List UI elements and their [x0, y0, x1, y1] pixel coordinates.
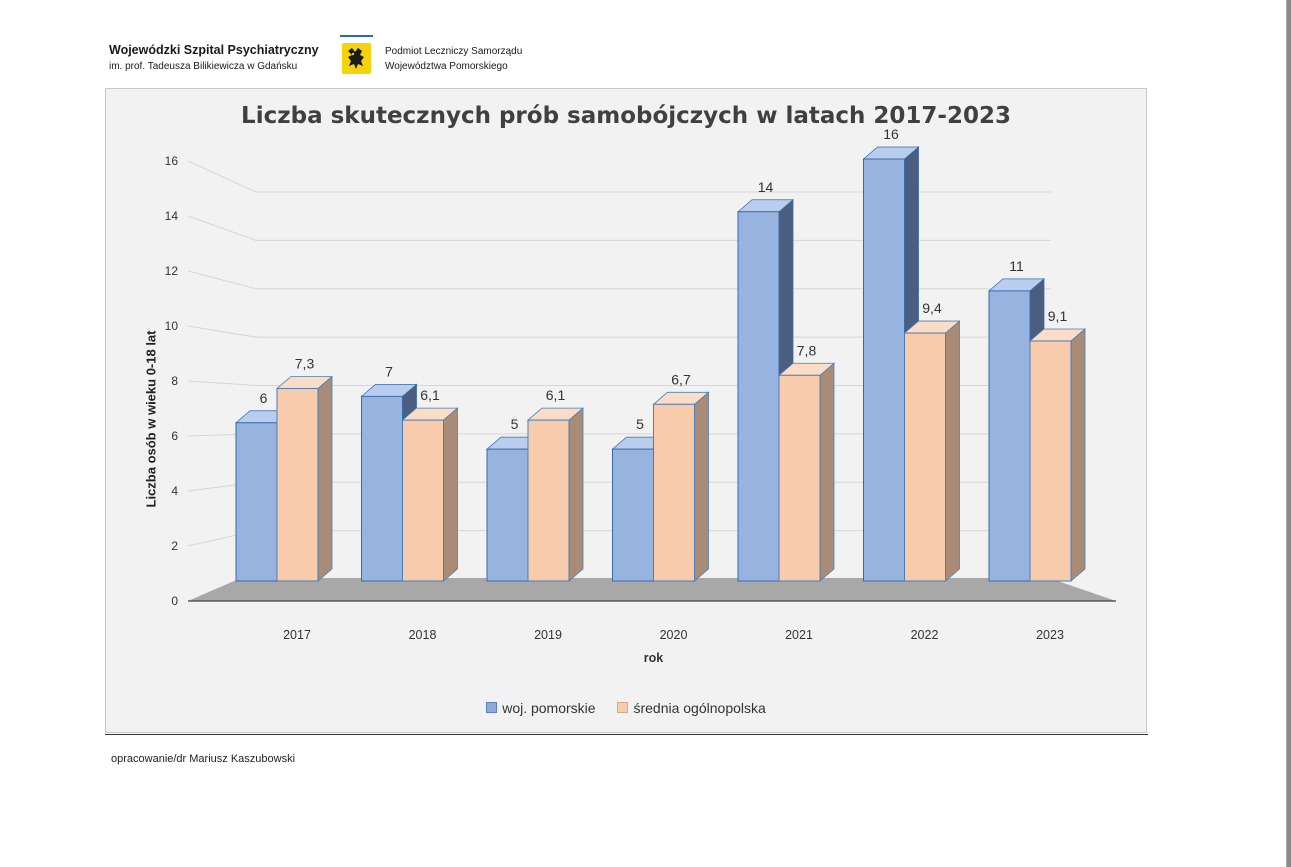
crest-accent-line	[340, 35, 373, 37]
x-tick-label: 2023	[1036, 628, 1064, 642]
page-edge	[1286, 0, 1291, 867]
legend-item-pomorskie: woj. pomorskie	[486, 700, 596, 716]
x-tick-label: 2022	[911, 628, 939, 642]
bar-national	[653, 403, 695, 582]
y-axis-title-text: Liczba osób w wieku 0-18 lat	[143, 330, 159, 508]
data-label-pomorskie: 7	[385, 363, 393, 379]
x-tick-label: 2017	[283, 628, 311, 642]
bar-pomorskie	[612, 448, 654, 582]
gridline-diagonal	[187, 160, 257, 193]
y-tick-label: 2	[171, 539, 178, 553]
legend-swatch-national	[617, 702, 629, 713]
bar-pomorskie	[863, 158, 905, 582]
y-tick-label: 0	[171, 594, 178, 608]
authority-line-2: Województwa Pomorskiego	[385, 61, 508, 72]
legend-label-national: średnia ogólnopolska	[633, 700, 766, 716]
y-tick-label: 8	[171, 374, 178, 388]
gridline-diagonal	[187, 270, 257, 290]
bar-national-side	[443, 407, 458, 582]
bar-national-side	[317, 375, 333, 582]
bar-national-side	[568, 407, 584, 582]
data-label-national: 7,3	[295, 355, 315, 371]
y-tick-label: 14	[165, 209, 179, 223]
gridline-diagonal	[187, 380, 257, 386]
bar-pomorskie	[235, 422, 278, 582]
data-label-pomorskie: 14	[758, 179, 774, 195]
chart-area: Liczba skutecznych prób samobójczych w l…	[105, 88, 1147, 733]
y-tick-label: 6	[171, 429, 178, 443]
gridline-diagonal	[187, 325, 257, 338]
y-tick-label: 10	[165, 319, 179, 333]
bar-national	[778, 374, 821, 582]
bar-pomorskie	[737, 211, 780, 582]
hospital-subtitle: im. prof. Tadeusza Bilikiewicza w Gdańsk…	[109, 61, 298, 72]
data-label-pomorskie: 5	[511, 416, 519, 432]
data-label-national: 9,4	[922, 300, 942, 316]
bar-national	[1029, 340, 1072, 582]
x-tick-label: 2021	[785, 628, 813, 642]
x-axis-title: rok	[643, 651, 664, 665]
chart-floor	[188, 578, 1116, 601]
y-tick-label: 16	[165, 154, 179, 168]
chart-plot: 6 7,3 7 6,1 5 6,1 5 6,7 14 7,8 16 9,4 11 9,1 0 2 4 6 8 10 1…	[165, 126, 1116, 642]
author-credit: opracowanie/dr Mariusz Kaszubowski	[111, 753, 296, 765]
x-tick-label: 2020	[660, 628, 688, 642]
authority-line-1: Podmiot Leczniczy Samorządu	[385, 46, 523, 57]
data-label-pomorskie: 6	[260, 390, 268, 406]
x-tick-label: 2018	[409, 628, 437, 642]
data-label-national: 7,8	[797, 342, 817, 358]
y-tick-label: 12	[165, 264, 179, 278]
gridline-diagonal	[187, 215, 257, 241]
bar-pomorskie	[486, 448, 529, 582]
legend-swatch-pomorskie	[486, 702, 498, 713]
bar-national	[904, 332, 946, 582]
legend-item-national: średnia ogólnopolska	[617, 700, 766, 716]
data-label-pomorskie: 16	[883, 126, 899, 142]
data-label-national: 6,1	[420, 387, 440, 403]
bar-national	[527, 419, 570, 582]
bar-national-side	[819, 362, 835, 582]
bar-pomorskie	[988, 290, 1031, 582]
bar-national-side	[945, 320, 960, 582]
bar-national-side	[694, 391, 709, 582]
y-tick-label: 4	[171, 484, 178, 498]
data-label-pomorskie: 11	[1009, 258, 1024, 274]
x-tick-label: 2019	[534, 628, 562, 642]
chart-title: Liczba skutecznych prób samobójczych w l…	[241, 103, 1011, 129]
bar-national	[276, 387, 319, 582]
legend-label-pomorskie: woj. pomorskie	[502, 700, 596, 716]
bar-pomorskie	[361, 395, 403, 582]
pomorskie-crest-icon	[342, 43, 371, 74]
data-label-pomorskie: 5	[636, 416, 644, 432]
bar-national	[402, 419, 444, 582]
hospital-name: Wojewódzki Szpital Psychiatryczny	[109, 43, 319, 57]
data-label-national: 9,1	[1048, 308, 1068, 324]
data-label-national: 6,1	[546, 387, 566, 403]
footer-rule	[105, 734, 1148, 735]
chart-legend: woj. pomorskie średnia ogólnopolska	[106, 700, 1146, 716]
bar-national-side	[1070, 328, 1086, 582]
data-label-national: 6,7	[671, 371, 691, 387]
